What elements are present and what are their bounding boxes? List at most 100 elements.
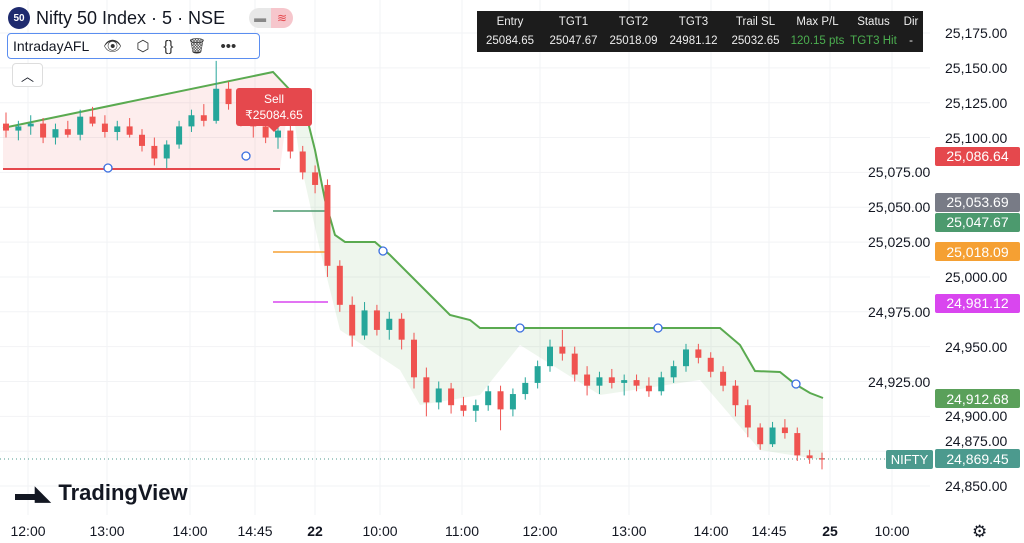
candle-body: [324, 184, 331, 266]
candle-body: [806, 455, 813, 459]
indicator-legend[interactable]: IntradayAFL 👁 ⬡ {} 🗑 •••: [7, 33, 260, 59]
table-value: 120.15 pts: [790, 34, 845, 47]
price-tick: 24,975.00: [868, 303, 931, 320]
trail-marker: [378, 246, 388, 256]
price-badge: 24,912.68: [935, 389, 1020, 409]
trail-marker: [791, 379, 801, 389]
table-header: Max P/L: [796, 16, 839, 29]
trailing-stop-line: [2, 70, 824, 399]
tradingview-logo[interactable]: ▬◣ TradingView: [15, 480, 188, 505]
candle-body: [176, 126, 183, 145]
candle-body: [15, 126, 22, 131]
candle-body: [139, 134, 145, 146]
minus-icon: ▬: [249, 8, 272, 28]
table-value: TGT3 Hit: [850, 34, 897, 47]
candle-body: [744, 405, 751, 428]
candle-body: [497, 391, 504, 410]
candle-body: [225, 88, 232, 105]
more-icon[interactable]: •••: [220, 37, 237, 55]
candle-body: [448, 388, 455, 406]
candle-body: [3, 123, 9, 131]
candle-body: [312, 172, 319, 185]
price-badge: 25,053.69: [935, 192, 1020, 212]
eye-icon[interactable]: 👁: [103, 38, 123, 55]
price-tick: 25,150.00: [945, 59, 1008, 76]
indicator-name: IntradayAFL: [13, 38, 90, 54]
price-tick: 25,175.00: [945, 25, 1008, 41]
table-header: TGT1: [558, 16, 589, 29]
price-tick: 25,050.00: [868, 199, 931, 216]
candle-body: [819, 458, 825, 460]
candle-body: [52, 129, 59, 138]
time-tick: 13:00: [611, 523, 647, 539]
trail-marker: [103, 163, 113, 173]
candle-body: [534, 366, 541, 383]
candle-body: [509, 394, 516, 410]
approx-wave-icon: ≋: [271, 8, 294, 28]
symbol-title[interactable]: Nifty 50 Index · 5 · NSE: [36, 7, 226, 28]
candle-body: [200, 115, 207, 121]
candle-body: [584, 374, 591, 386]
chart-header: 50 Nifty 50 Index · 5 · NSE ▬ ≋: [8, 7, 294, 29]
candle-body: [621, 380, 628, 383]
candle-body: [163, 144, 170, 159]
candle-body: [40, 123, 47, 138]
candle-body: [781, 427, 788, 434]
price-badge: 25,086.64: [935, 146, 1020, 166]
candle-body: [732, 385, 739, 406]
candle-body: [213, 88, 220, 121]
candle-body: [695, 349, 702, 358]
candle-body: [794, 433, 801, 456]
price-badge: 24,869.45: [935, 449, 1020, 469]
table-value: 25084.65: [486, 34, 534, 47]
candle-body: [571, 353, 578, 375]
candle-body: [89, 116, 96, 124]
price-tick: 24,850.00: [945, 478, 1008, 495]
trash-icon[interactable]: 🗑: [187, 38, 207, 55]
sell-title: Sell: [263, 92, 284, 106]
source-code-icon[interactable]: {}: [163, 37, 174, 55]
candle-body: [596, 377, 603, 386]
price-tick: 24,950.00: [945, 338, 1008, 355]
profit-zone-fill: [290, 90, 823, 460]
trade-info-table: Entry TGT1 TGT2 TGT3 Trail SL Max P/L Status Di…: [477, 11, 923, 52]
status-pill[interactable]: ▬ ≋: [249, 8, 294, 28]
time-tick: 14:45: [237, 523, 273, 539]
settings-hex-icon[interactable]: ⬡: [136, 38, 150, 55]
trail-marker: [653, 323, 663, 333]
table-header: Entry: [496, 16, 524, 29]
price-tick: 25,125.00: [945, 94, 1008, 111]
candle-body: [77, 116, 84, 135]
price-badge: 24,981.12: [935, 293, 1020, 313]
time-tick: 12:00: [10, 523, 46, 539]
candle-body: [645, 385, 652, 392]
candle-body: [349, 304, 356, 336]
symbol-logo: 50: [8, 7, 30, 29]
candle-body: [262, 126, 269, 138]
table-header: Dir: [903, 16, 919, 29]
candle-body: [411, 339, 417, 378]
table-header: TGT3: [678, 16, 709, 29]
candle-body: [720, 371, 727, 386]
time-tick: 14:00: [172, 523, 208, 539]
trail-marker: [515, 323, 525, 333]
candle-body: [559, 346, 566, 354]
price-tick: 24,900.00: [945, 408, 1008, 425]
candle-body: [522, 382, 529, 395]
chevron-up-icon[interactable]: ︿: [12, 63, 43, 87]
candle-body: [707, 357, 714, 372]
trail-marker: [241, 151, 251, 161]
settings-gear-icon[interactable]: ⚙: [972, 522, 988, 541]
sell-price: ₹25084.65: [245, 108, 303, 122]
table-value: 25018.09: [609, 34, 658, 47]
candle-body: [64, 129, 71, 135]
candle-body: [423, 377, 430, 403]
candle-body: [287, 130, 294, 152]
price-badge: 25,018.09: [935, 242, 1020, 262]
table-header: TGT2: [618, 16, 649, 29]
candle-body: [126, 126, 133, 135]
candle-body: [633, 380, 640, 386]
brand-name: TradingView: [58, 480, 188, 505]
candle-body: [769, 427, 776, 445]
